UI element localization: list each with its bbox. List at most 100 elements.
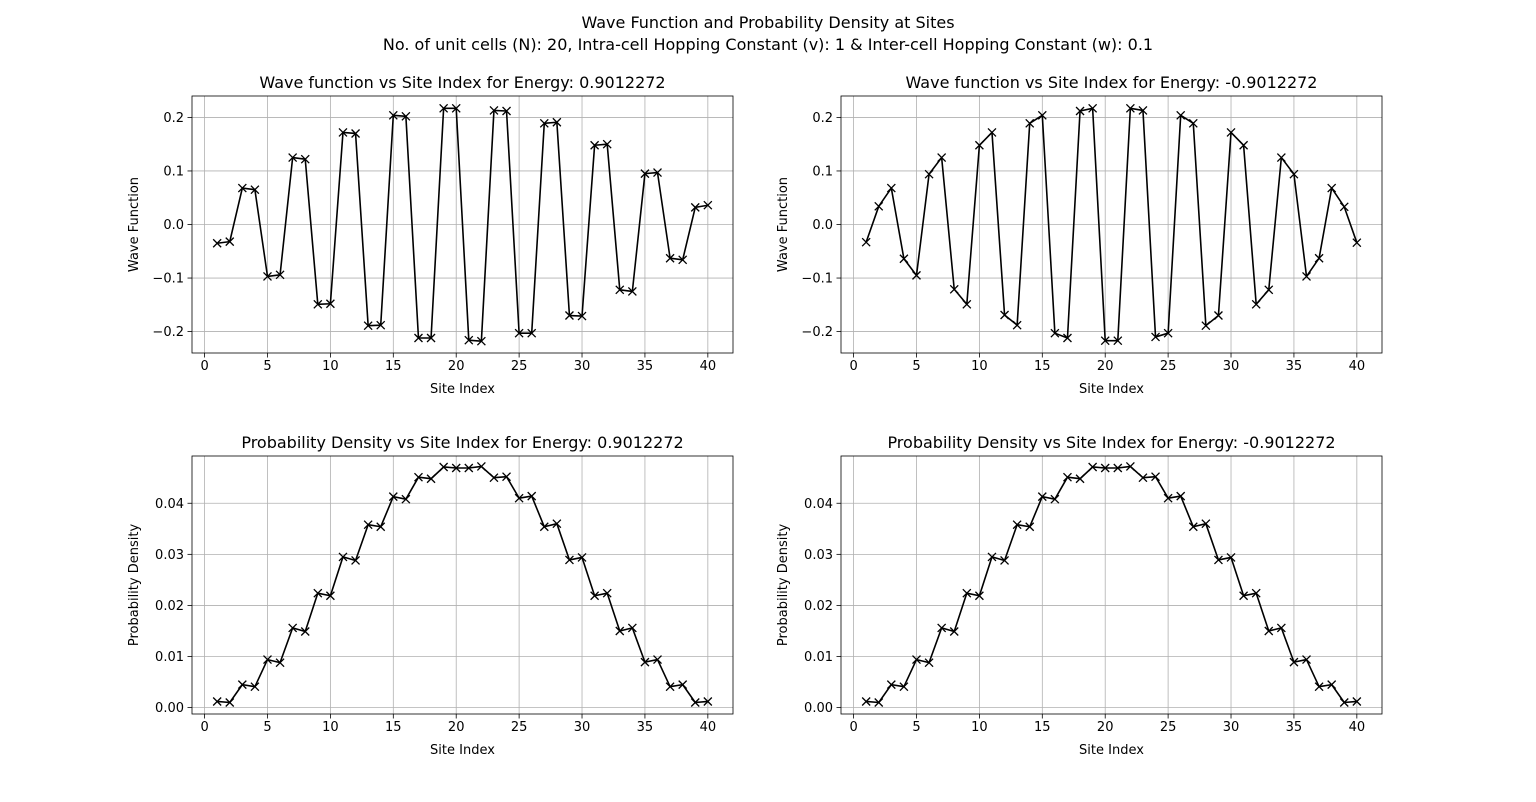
data-point (627, 286, 637, 296)
data-point (937, 623, 947, 633)
data-point (1251, 588, 1261, 598)
data-point (275, 658, 285, 668)
data-point (539, 522, 549, 532)
y-axis-label: Wave Function (127, 177, 142, 272)
axes-frame (840, 455, 1383, 715)
figure-title: Wave Function and Probability Density at… (581, 13, 955, 32)
data-point (987, 552, 997, 562)
data-point (1163, 328, 1173, 338)
x-tick-label: 40 (700, 359, 717, 374)
data-point (1352, 238, 1362, 248)
series-line (866, 465, 1357, 704)
x-tick-label: 0 (849, 720, 857, 735)
data-point (338, 127, 348, 137)
x-tick-label: 0 (200, 359, 208, 374)
data-point (962, 299, 972, 309)
data-point (388, 110, 398, 120)
data-point (1239, 140, 1249, 150)
data-point (1088, 462, 1098, 472)
data-point (1075, 474, 1085, 484)
y-tick-label: 0.01 (804, 650, 833, 665)
x-tick-label: 15 (385, 359, 402, 374)
data-point (1188, 522, 1198, 532)
data-point (225, 698, 235, 707)
data-point (1314, 682, 1324, 692)
axes-frame (840, 95, 1383, 354)
data-point (1113, 463, 1123, 473)
data-point (376, 522, 386, 532)
x-tick-label: 35 (637, 359, 654, 374)
data-point (1163, 493, 1173, 503)
data-point (1226, 552, 1236, 562)
data-point (886, 680, 896, 690)
data-point (237, 680, 247, 690)
x-axis-label: Site Index (1079, 743, 1144, 758)
x-tick-label: 35 (1286, 359, 1303, 374)
y-tick-label: 0.02 (804, 599, 833, 614)
data-point (464, 335, 474, 345)
y-tick-label: 0.04 (155, 497, 184, 512)
data-point (937, 153, 947, 163)
data-point (351, 556, 361, 565)
axes-frame (191, 455, 734, 715)
data-point (703, 200, 713, 210)
series-line (865, 107, 1358, 342)
data-point (1100, 336, 1110, 346)
y-tick-label: 0.0 (163, 218, 184, 233)
data-point (1339, 698, 1349, 707)
data-point (250, 682, 260, 692)
data-point (974, 591, 984, 601)
data-point (564, 555, 574, 565)
x-tick-label: 15 (1034, 720, 1051, 735)
data-point (401, 494, 411, 504)
data-point (1264, 285, 1274, 295)
x-tick-label: 40 (700, 720, 717, 735)
data-point (899, 254, 909, 264)
x-tick-label: 30 (574, 720, 591, 735)
y-tick-label: 0.00 (155, 701, 184, 716)
data-point (1151, 332, 1160, 342)
data-point (363, 321, 373, 331)
data-point (451, 463, 461, 473)
data-point (974, 140, 984, 150)
data-point (703, 697, 713, 706)
data-point (1239, 591, 1249, 601)
data-point (1327, 680, 1337, 690)
data-point (949, 627, 959, 636)
data-point (527, 328, 537, 338)
data-point (363, 520, 373, 530)
y-tick-label: 0.02 (155, 599, 184, 614)
data-point (1012, 320, 1022, 330)
data-point (1063, 333, 1072, 343)
data-point (924, 169, 934, 179)
y-tick-label: 0.01 (155, 650, 184, 665)
data-point (678, 255, 688, 265)
x-tick-label: 30 (574, 359, 591, 374)
data-point (263, 271, 272, 281)
data-point (861, 697, 871, 706)
data-point (1352, 697, 1362, 706)
y-axis-label: Wave Function (776, 177, 791, 272)
data-point (1251, 299, 1261, 309)
data-point (615, 285, 625, 295)
data-point (1302, 655, 1311, 665)
data-point (502, 106, 511, 116)
data-point (665, 253, 675, 263)
data-point (552, 519, 562, 529)
data-point (690, 698, 700, 707)
data-point (225, 237, 235, 247)
data-point (464, 463, 474, 473)
x-tick-label: 10 (322, 720, 339, 735)
data-point (514, 328, 524, 338)
data-point (640, 169, 650, 179)
y-tick-label: −0.1 (152, 272, 184, 287)
data-point (861, 237, 871, 247)
data-point (237, 183, 247, 193)
data-point (288, 153, 298, 163)
data-point (1138, 473, 1148, 483)
data-point (212, 697, 222, 706)
data-point (1063, 472, 1072, 482)
x-tick-label: 0 (849, 359, 857, 374)
